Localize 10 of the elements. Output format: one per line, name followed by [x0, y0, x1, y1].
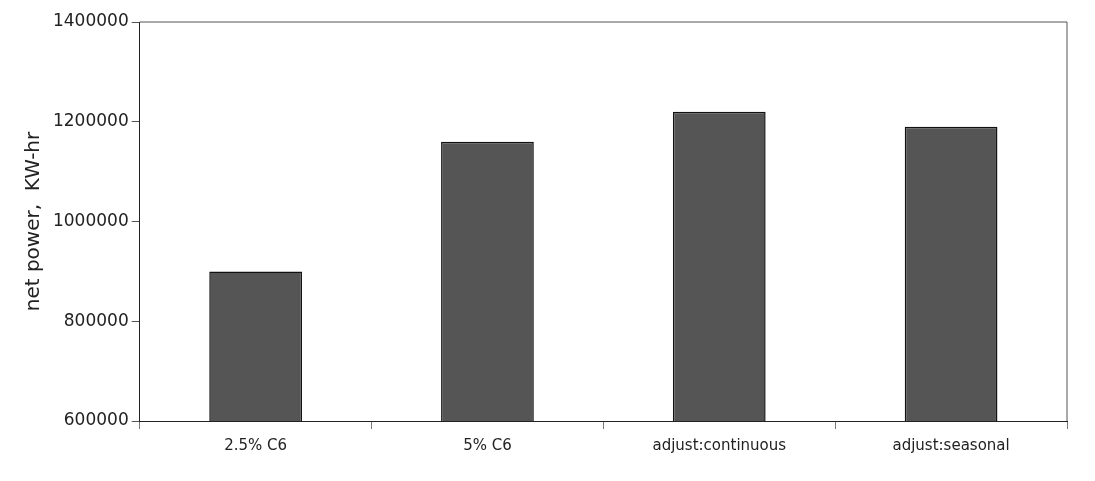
y-tick-label: 1200000: [52, 110, 129, 131]
y-tick-label: 1000000: [52, 209, 129, 230]
y-tick-label: 600000: [63, 409, 129, 430]
x-tick-label: 5% C6: [463, 435, 512, 454]
x-tick-label: adjust:continuous: [652, 435, 787, 454]
y-axis-title: net power, KW-hr: [20, 130, 45, 312]
y-tick-label: 1400000: [52, 10, 129, 31]
x-tick-label: adjust:seasonal: [892, 435, 1010, 454]
y-tick-label: 800000: [63, 309, 129, 330]
x-tick-label: 2.5% C6: [224, 435, 288, 454]
